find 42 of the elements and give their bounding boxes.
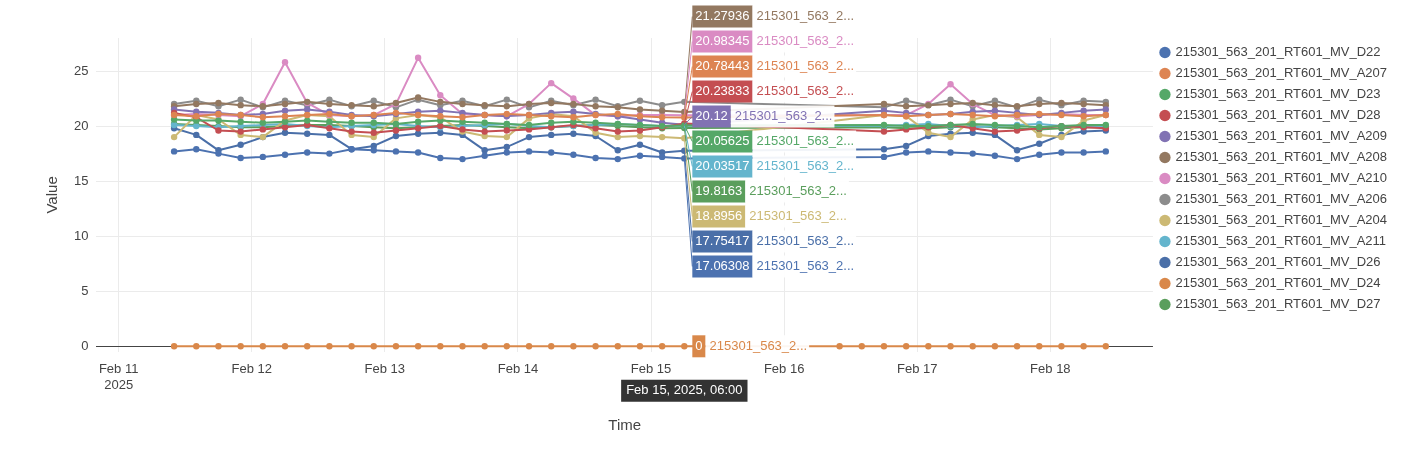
legend-label: 215301_563_201_RT601_MV_D24 [1175,275,1381,291]
annotation: 20.23833 215301_563_2... [695,83,855,99]
y-tick-label: 20 [73,117,89,133]
x-tick-label: Feb 16 [763,361,805,377]
legend-label: 215301_563_201_RT601_MV_A209 [1175,128,1388,144]
legend-label: 215301_563_201_RT601_MV_A206 [1175,191,1388,207]
annotation: 18.8956 215301_563_2... [695,208,847,224]
annotation: 0 215301_563_2... [695,337,808,353]
x-tick-label: Feb 13 [364,361,406,377]
legend-label: 215301_563_201_RT601_MV_A208 [1175,149,1388,165]
legend-label: 215301_563_201_RT601_MV_D27 [1175,296,1381,312]
x-tick-label: Feb 18 [1030,361,1071,377]
annotation: 19.8163 215301_563_2... [695,183,847,199]
legend-label: 215301_563_201_RT601_MV_D22 [1175,44,1381,60]
legend-label: 215301_563_201_RT601_MV_D23 [1175,86,1381,102]
annotation: 20.12 215301_563_2... [695,108,833,124]
annotation: 21.27936 215301_563_2... [695,8,855,24]
legend-label: 215301_563_201_RT601_MV_A207 [1175,65,1388,81]
y-axis-title: Value [43,176,61,214]
x-axis-title: Time [608,416,642,434]
x-tick-label: Feb 17 [897,361,938,377]
annotation: 20.05625 215301_563_2... [695,133,855,149]
y-tick-label: 15 [73,172,89,188]
annotation: 17.75417 215301_563_2... [695,233,855,249]
legend-label: 215301_563_201_RT601_MV_A211 [1175,233,1387,249]
legend-label: 215301_563_201_RT601_MV_D28 [1175,107,1381,123]
x-tick-label: Feb 11 2025 [98,361,139,392]
y-tick-label: 5 [81,282,89,298]
annotation: 17.06308 215301_563_2... [695,258,855,274]
annotation: 20.98345 215301_563_2... [695,33,855,49]
x-tick-label: Feb 15 [630,361,672,377]
y-tick-label: 10 [73,227,89,243]
annotation: 20.03517 215301_563_2... [695,158,855,174]
legend-label: 215301_563_201_RT601_MV_A204 [1175,212,1388,228]
x-tick-label: Feb 12 [231,361,272,377]
x-tick-label: Feb 14 [497,361,539,377]
y-tick-label: 0 [81,337,89,353]
text: Feb 15, 2025, 06:00 [626,382,743,398]
y-tick-label: 25 [73,62,89,78]
annotation: 20.78443 215301_563_2... [695,58,855,74]
legend-label: 215301_563_201_RT601_MV_D26 [1175,254,1381,270]
legend-label: 215301_563_201_RT601_MV_A210 [1175,170,1388,186]
